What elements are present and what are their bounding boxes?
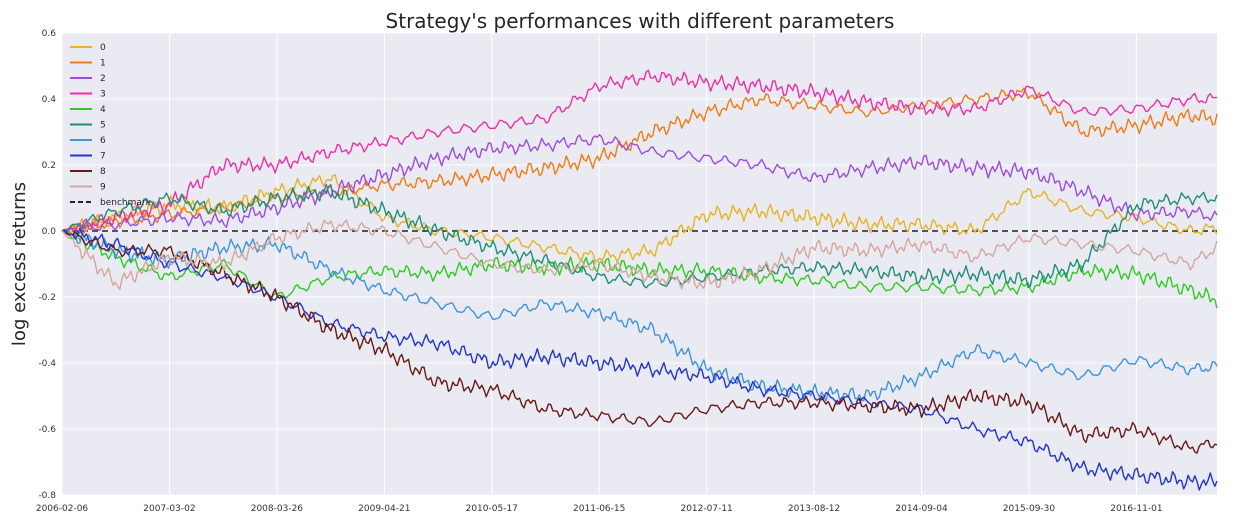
x-tick-label: 2006-02-06 xyxy=(36,504,89,514)
legend-label: 8 xyxy=(100,167,106,177)
plot-area xyxy=(62,33,1217,495)
series-line-3 xyxy=(61,69,1218,235)
legend-label: 0 xyxy=(100,43,106,53)
y-tick-label: -0.2 xyxy=(38,293,56,303)
x-tick-label: 2013-08-12 xyxy=(788,504,840,514)
y-tick-label: 0.2 xyxy=(42,161,56,171)
x-tick-label: 2007-03-02 xyxy=(143,504,195,514)
x-tick-label: 2009-04-21 xyxy=(358,504,410,514)
series-line-7 xyxy=(61,227,1218,491)
x-ticks: 2006-02-06 2007-03-02 2008-03-26 2009-04-21… xyxy=(36,504,1163,514)
legend: 0 1 2 3 4 5 6 7 8 9 benchmark xyxy=(70,43,152,208)
y-axis-label: log excess returns xyxy=(9,182,30,346)
series-line-5 xyxy=(61,183,1218,289)
y-ticks: -0.8 -0.6 -0.4 -0.2 0.0 0.2 0.4 0.6 xyxy=(38,29,56,501)
x-tick-label: 2014-09-04 xyxy=(895,504,948,514)
x-tick-label: 2010-05-17 xyxy=(466,504,518,514)
x-tick-label: 2015-09-30 xyxy=(1003,504,1056,514)
legend-label: 4 xyxy=(100,105,106,115)
x-tick-label: 2016-11-01 xyxy=(1110,504,1162,514)
y-tick-label: 0.6 xyxy=(42,29,57,39)
x-tick-label: 2011-06-15 xyxy=(573,504,625,514)
y-tick-label: -0.4 xyxy=(38,359,56,369)
x-tick-label: 2012-07-11 xyxy=(680,504,732,514)
legend-label: 7 xyxy=(100,152,106,162)
legend-label: 1 xyxy=(100,59,106,69)
series-line-4 xyxy=(61,230,1218,309)
y-tick-label: -0.8 xyxy=(38,491,56,501)
series-line-6 xyxy=(61,230,1218,403)
series-lines xyxy=(61,69,1218,491)
legend-label: 6 xyxy=(100,136,106,146)
y-tick-label: 0.4 xyxy=(42,95,57,105)
chart-title: Strategy's performances with different p… xyxy=(386,9,895,33)
series-line-2 xyxy=(61,133,1218,235)
series-line-8 xyxy=(61,230,1218,454)
legend-label: 3 xyxy=(100,90,106,100)
x-tick-label: 2008-03-26 xyxy=(251,504,304,514)
legend-label: 9 xyxy=(100,183,106,193)
legend-label: 2 xyxy=(100,74,106,84)
legend-label: 5 xyxy=(100,121,106,131)
y-tick-label: 0.0 xyxy=(42,227,57,237)
legend-label: benchmark xyxy=(100,198,152,208)
series-line-9 xyxy=(61,219,1218,291)
y-tick-label: -0.6 xyxy=(38,425,56,435)
